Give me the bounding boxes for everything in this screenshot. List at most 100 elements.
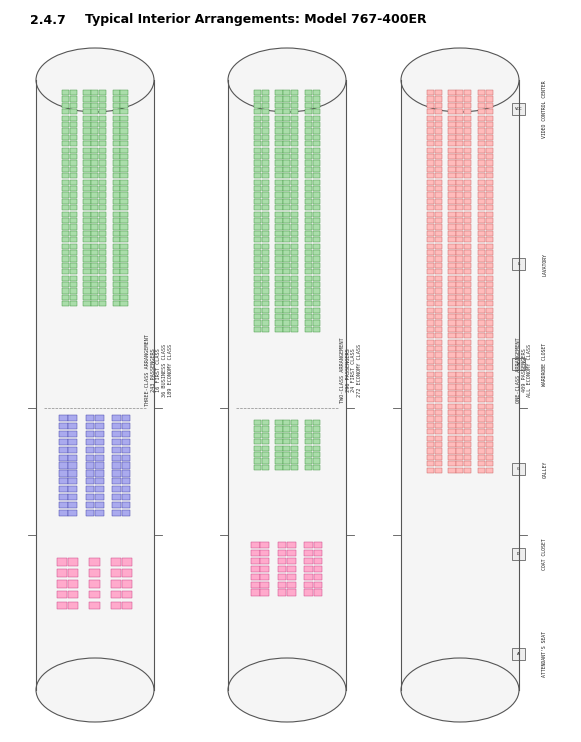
FancyBboxPatch shape [91, 90, 98, 95]
FancyBboxPatch shape [304, 148, 312, 153]
FancyBboxPatch shape [478, 154, 485, 160]
FancyBboxPatch shape [254, 282, 261, 287]
FancyBboxPatch shape [275, 231, 282, 236]
FancyBboxPatch shape [456, 314, 463, 319]
FancyBboxPatch shape [478, 301, 485, 306]
FancyBboxPatch shape [251, 558, 260, 564]
FancyBboxPatch shape [99, 109, 106, 114]
FancyBboxPatch shape [283, 420, 290, 425]
FancyBboxPatch shape [426, 295, 434, 300]
FancyBboxPatch shape [464, 211, 471, 217]
FancyBboxPatch shape [313, 109, 320, 114]
FancyBboxPatch shape [449, 429, 456, 434]
FancyBboxPatch shape [261, 141, 268, 146]
FancyBboxPatch shape [112, 462, 121, 469]
FancyBboxPatch shape [456, 180, 463, 185]
FancyBboxPatch shape [435, 154, 442, 160]
FancyBboxPatch shape [478, 346, 485, 351]
FancyBboxPatch shape [478, 410, 485, 416]
FancyBboxPatch shape [456, 96, 463, 102]
FancyBboxPatch shape [435, 416, 442, 421]
FancyBboxPatch shape [112, 447, 121, 453]
FancyBboxPatch shape [426, 275, 434, 280]
FancyBboxPatch shape [426, 103, 434, 108]
FancyBboxPatch shape [449, 206, 456, 211]
FancyBboxPatch shape [304, 582, 313, 588]
FancyBboxPatch shape [291, 321, 298, 326]
FancyBboxPatch shape [91, 128, 98, 134]
FancyBboxPatch shape [99, 206, 106, 211]
FancyBboxPatch shape [91, 135, 98, 140]
FancyBboxPatch shape [512, 548, 525, 560]
FancyBboxPatch shape [464, 378, 471, 383]
FancyBboxPatch shape [62, 231, 69, 236]
FancyBboxPatch shape [478, 103, 485, 108]
FancyBboxPatch shape [449, 269, 456, 275]
FancyBboxPatch shape [121, 486, 130, 492]
FancyBboxPatch shape [486, 295, 493, 300]
FancyBboxPatch shape [291, 167, 298, 172]
FancyBboxPatch shape [313, 103, 320, 108]
FancyBboxPatch shape [449, 167, 456, 172]
FancyBboxPatch shape [304, 90, 312, 95]
FancyBboxPatch shape [121, 502, 130, 508]
FancyBboxPatch shape [261, 326, 268, 332]
FancyBboxPatch shape [426, 122, 434, 127]
FancyBboxPatch shape [478, 243, 485, 249]
FancyBboxPatch shape [313, 90, 320, 95]
FancyBboxPatch shape [426, 391, 434, 396]
FancyBboxPatch shape [478, 199, 485, 204]
FancyBboxPatch shape [113, 263, 120, 268]
FancyBboxPatch shape [283, 452, 290, 457]
FancyBboxPatch shape [426, 384, 434, 390]
FancyBboxPatch shape [464, 250, 471, 255]
FancyBboxPatch shape [304, 452, 312, 457]
FancyBboxPatch shape [99, 167, 106, 172]
FancyBboxPatch shape [112, 478, 121, 485]
FancyBboxPatch shape [464, 154, 471, 160]
FancyBboxPatch shape [478, 365, 485, 370]
FancyBboxPatch shape [70, 289, 77, 294]
FancyBboxPatch shape [120, 180, 128, 185]
FancyBboxPatch shape [83, 269, 91, 275]
FancyBboxPatch shape [426, 333, 434, 338]
FancyBboxPatch shape [435, 211, 442, 217]
FancyBboxPatch shape [91, 96, 98, 102]
FancyBboxPatch shape [120, 263, 128, 268]
FancyBboxPatch shape [275, 433, 282, 438]
FancyBboxPatch shape [313, 160, 320, 165]
FancyBboxPatch shape [287, 574, 296, 580]
FancyBboxPatch shape [113, 128, 120, 134]
FancyBboxPatch shape [435, 455, 442, 460]
FancyBboxPatch shape [478, 116, 485, 121]
FancyBboxPatch shape [283, 295, 290, 300]
FancyBboxPatch shape [120, 224, 128, 229]
FancyBboxPatch shape [313, 206, 320, 211]
FancyBboxPatch shape [478, 224, 485, 229]
FancyBboxPatch shape [426, 109, 434, 114]
FancyBboxPatch shape [261, 103, 268, 108]
FancyBboxPatch shape [464, 186, 471, 191]
FancyBboxPatch shape [435, 442, 442, 447]
FancyBboxPatch shape [456, 206, 463, 211]
FancyBboxPatch shape [122, 580, 132, 588]
FancyBboxPatch shape [70, 295, 77, 300]
FancyBboxPatch shape [435, 429, 442, 434]
FancyBboxPatch shape [83, 160, 91, 165]
FancyBboxPatch shape [83, 289, 91, 294]
FancyBboxPatch shape [261, 295, 268, 300]
FancyBboxPatch shape [278, 574, 286, 580]
FancyBboxPatch shape [113, 199, 120, 204]
FancyBboxPatch shape [275, 224, 282, 229]
FancyBboxPatch shape [89, 602, 99, 609]
FancyBboxPatch shape [251, 542, 260, 548]
FancyBboxPatch shape [426, 180, 434, 185]
FancyBboxPatch shape [486, 365, 493, 370]
FancyBboxPatch shape [313, 301, 320, 306]
FancyBboxPatch shape [120, 173, 128, 178]
FancyBboxPatch shape [464, 384, 471, 390]
FancyBboxPatch shape [275, 160, 282, 165]
FancyBboxPatch shape [435, 90, 442, 95]
FancyBboxPatch shape [291, 192, 298, 197]
FancyBboxPatch shape [57, 591, 67, 598]
